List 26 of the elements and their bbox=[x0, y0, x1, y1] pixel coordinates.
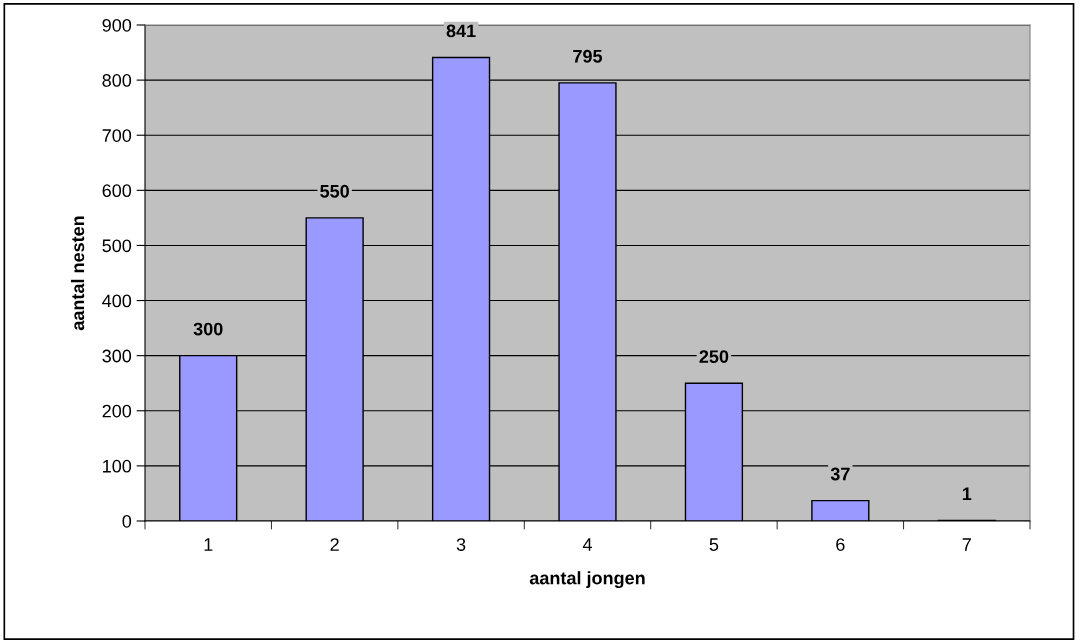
x-tick-label: 7 bbox=[962, 538, 971, 551]
x-tick-label: 4 bbox=[582, 538, 592, 551]
data-label: 1 bbox=[962, 487, 972, 501]
y-tick-label: 100 bbox=[103, 459, 132, 473]
x-tick-label: 3 bbox=[456, 538, 466, 551]
data-label: 300 bbox=[193, 322, 223, 336]
x-tick-label: 2 bbox=[330, 538, 339, 551]
y-axis-title: aantal nesten bbox=[70, 216, 85, 331]
y-tick-label: 800 bbox=[102, 74, 132, 87]
y-tick-label: 0 bbox=[122, 514, 132, 528]
x-tick-label: 1 bbox=[204, 538, 213, 551]
data-label: 795 bbox=[573, 49, 603, 63]
x-axis-title: aantal jongen bbox=[529, 571, 645, 589]
y-tick-label: 200 bbox=[102, 404, 132, 418]
data-label: 841 bbox=[446, 24, 476, 38]
y-tick-label: 600 bbox=[102, 184, 132, 198]
y-tick-label: 500 bbox=[102, 239, 132, 253]
y-tick-label: 300 bbox=[102, 349, 132, 363]
data-label: 250 bbox=[699, 350, 729, 363]
data-label: 37 bbox=[830, 467, 850, 481]
data-label: 550 bbox=[320, 184, 349, 198]
y-tick-label: 400 bbox=[102, 294, 132, 308]
y-tick-label: 700 bbox=[102, 129, 132, 142]
x-tick-label: 5 bbox=[709, 538, 719, 551]
y-tick-label: 900 bbox=[102, 18, 132, 32]
x-tick-label: 6 bbox=[836, 538, 845, 551]
